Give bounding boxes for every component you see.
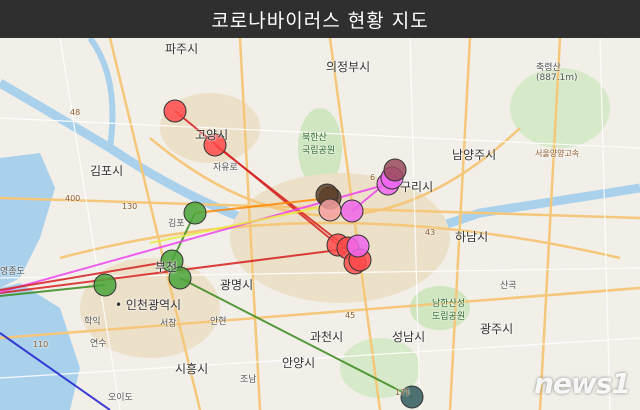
place-label-anyang: 안양시 xyxy=(282,356,316,370)
bukhansan-park xyxy=(298,108,342,188)
road-network xyxy=(0,38,640,410)
place-label-sanbon: 조남 xyxy=(240,375,257,385)
place-label-anhyeon: 안현 xyxy=(210,317,227,327)
case-marker-m5[interactable] xyxy=(168,266,192,290)
map-layer[interactable] xyxy=(0,38,640,410)
place-label-churyeongsan: 축령산 (887.1m) xyxy=(536,63,578,83)
place-label-oido: 오이도 xyxy=(108,393,133,403)
place-label-bukhansan: 북한산 국립공원 xyxy=(302,133,336,156)
sea-area xyxy=(0,153,55,288)
case-marker-m17[interactable] xyxy=(383,158,407,182)
route-line-r12 xyxy=(0,260,173,291)
route-line-r11 xyxy=(0,332,111,410)
sea-area-south xyxy=(0,283,80,410)
route-line-r10 xyxy=(194,197,331,214)
route-line-r5 xyxy=(0,284,106,297)
case-marker-m19[interactable] xyxy=(318,198,342,222)
place-label-bucheon: 부천 xyxy=(155,260,178,274)
place-label-goyang: 고양시 xyxy=(195,128,229,142)
place-label-road_110: 110 xyxy=(33,340,49,349)
place-label-road_400: 400 xyxy=(65,194,81,203)
place-label-gimpo: 김포시 xyxy=(90,164,124,178)
green-east xyxy=(510,68,610,148)
place-label-siheung: 시흥시 xyxy=(175,362,209,376)
place-label-seongnam: 성남시 xyxy=(392,330,426,344)
place-label-haghik: 학익 xyxy=(84,317,101,327)
place-label-road_6: 6 xyxy=(370,173,376,182)
river-north xyxy=(87,38,116,149)
place-label-namyangju: 남양주시 xyxy=(452,148,497,162)
place-label-yeongjongdo: 영종도 xyxy=(0,267,25,277)
case-marker-m2[interactable] xyxy=(203,133,227,157)
place-label-incheon: • 인천광역시 xyxy=(115,298,182,312)
place-label-road_171: 171 xyxy=(395,388,411,397)
place-label-road_43: 43 xyxy=(425,228,436,237)
place-label-gwangmyeong: 광명시 xyxy=(220,278,254,292)
case-marker-m6[interactable] xyxy=(93,273,117,297)
case-marker-m12[interactable] xyxy=(340,199,364,223)
route-line-r2 xyxy=(214,144,351,251)
case-marker-m18[interactable] xyxy=(400,385,424,409)
place-label-uijeongbu: 의정부시 xyxy=(326,60,371,74)
place-label-sangok: 산곡 xyxy=(500,281,517,291)
minor-roads xyxy=(0,38,640,410)
place-label-road_45: 45 xyxy=(345,311,356,320)
place-label-road_130: 130 xyxy=(122,202,138,211)
case-marker-m11[interactable] xyxy=(346,234,370,258)
place-label-gwacheon: 과천시 xyxy=(310,330,344,344)
case-markers[interactable] xyxy=(93,99,424,409)
place-label-yeonsu: 연수 xyxy=(90,339,107,349)
place-label-road_48: 48 xyxy=(70,108,81,117)
place-label-gimpo_jc: 김포 xyxy=(168,219,185,229)
place-label-seoul_yangyang: 서울양양고속 xyxy=(535,149,580,158)
route-line-r9 xyxy=(149,202,341,244)
map-title-bar: 코로나바이러스 현황 지도 xyxy=(0,0,640,38)
place-label-paju: 파주시 xyxy=(165,42,199,56)
place-label-jayuro: 자유로 xyxy=(213,163,238,173)
place-label-seochang: 서창 xyxy=(160,319,177,329)
case-marker-m3[interactable] xyxy=(183,201,207,225)
route-line-r6 xyxy=(179,277,413,398)
case-marker-m1[interactable] xyxy=(163,99,187,123)
place-label-hanam: 하남시 xyxy=(455,230,489,244)
map-title: 코로나바이러스 현황 지도 xyxy=(211,9,429,32)
watermark-logo: news1 xyxy=(534,367,631,400)
place-label-namhansan: 남한산성 도립공원 xyxy=(432,299,466,322)
place-label-guri: 구리시 xyxy=(400,180,434,194)
place-label-gwangju: 광주시 xyxy=(480,322,514,336)
